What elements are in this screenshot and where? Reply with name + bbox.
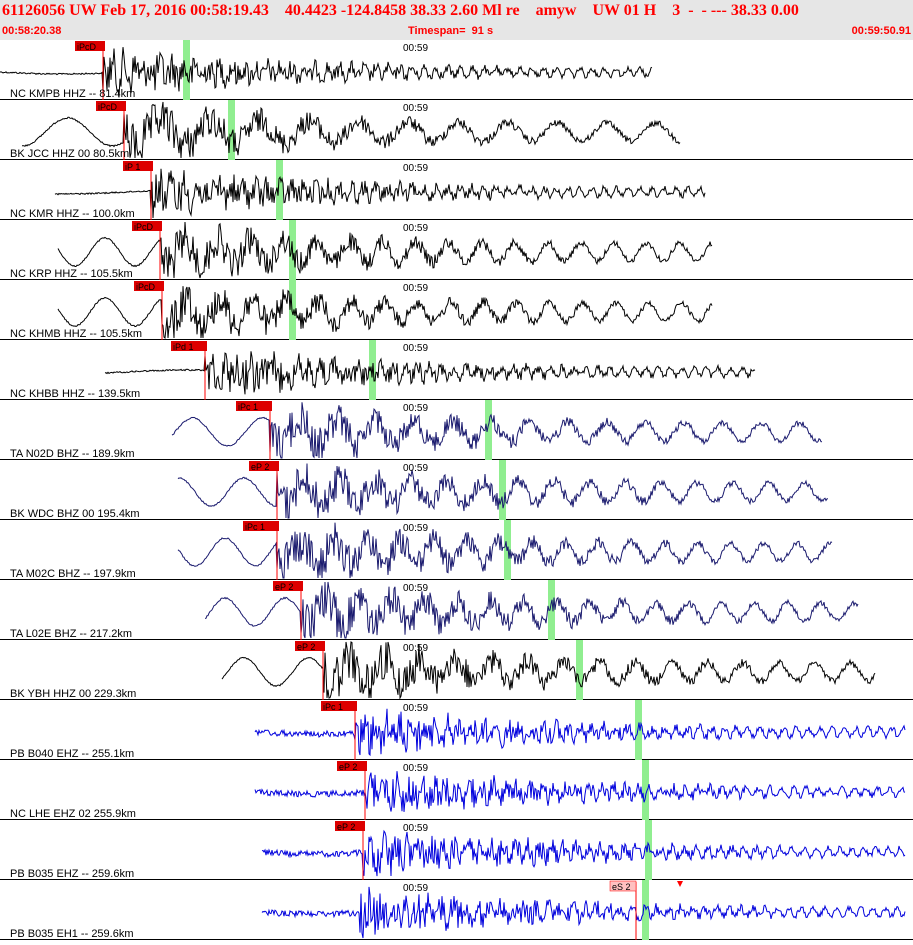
waveform-trace [254,708,906,757]
station-label: TA L02E BHZ -- 217.2km [10,628,132,640]
pick-box [337,761,367,771]
pick-label: iPc 1 [238,402,258,412]
pick-label: iPcD [77,42,97,52]
minute-label: 00:59 [403,283,428,294]
pick-box [249,461,279,471]
pick-box [123,161,153,171]
phase-marker [642,760,649,820]
phase-marker [635,700,642,760]
minute-label: 00:59 [403,163,428,174]
waveform-trace [261,886,906,939]
pick-label: iP 1 [125,162,140,172]
end-time: 00:59:50.91 [851,25,911,37]
pick-label: eP 2 [275,582,293,592]
pick-box [236,401,272,411]
phase-marker [548,580,555,640]
minute-label: 00:59 [403,643,428,654]
waveform-trace [221,641,876,700]
pick-box [335,821,365,831]
station-label: NC KHBB HHZ -- 139.5km [10,388,140,400]
waveform-trace [177,463,829,519]
pick-box [295,641,325,651]
minute-label: 00:59 [403,403,428,414]
phase-marker [228,100,235,160]
station-label: TA M02C BHZ -- 197.9km [10,568,136,580]
pick-box [273,581,303,591]
waveform-trace [204,581,859,639]
waveform-trace [57,221,713,279]
phase-marker [276,160,283,220]
amplitude-marker [677,881,683,887]
station-label: PB B035 EH1 -- 259.6km [10,928,134,940]
waveform-trace [22,101,681,159]
station-label: BK YBH HHZ 00 229.3km [10,688,136,700]
station-label: NC LHE EHZ 02 255.9km [10,808,136,820]
phase-marker [183,40,190,100]
station-label: NC KHMB HHZ -- 105.5km [10,328,142,340]
s-pick-box [609,880,637,892]
seismogram-panel[interactable]: iPcD 00:59 NC KMPB HHZ -- 81.4km iPcD 00:59 B… [0,40,913,940]
pick-box [96,101,126,111]
phase-marker [645,820,652,880]
station-label: BK JCC HHZ 00 80.5km [10,148,129,160]
pick-label: eP 2 [297,642,315,652]
pick-label: iPd 1 [173,342,194,352]
minute-label: 00:59 [403,43,428,54]
minute-label: 00:59 [403,223,428,234]
event-header: 61126056 UW Feb 17, 2016 00:58:19.43 40.… [0,0,913,40]
waveform-trace [104,351,756,395]
pick-box [243,521,279,531]
minute-label: 00:59 [403,523,428,534]
pick-box [132,221,162,231]
waveform-trace [54,168,706,219]
pick-label: eP 2 [251,462,269,472]
waveform-trace [177,522,833,579]
pick-box [75,41,105,51]
waveform-trace [0,47,653,98]
minute-label: 00:59 [403,703,428,714]
start-time: 00:58:20.38 [2,25,62,37]
pick-label: iPcD [136,282,156,292]
pick-label: eP 2 [339,762,357,772]
waveform-trace [261,829,906,877]
pick-label: iPc 1 [323,702,343,712]
phase-marker [485,400,492,460]
station-label: NC KRP HHZ -- 105.5km [10,268,133,280]
pick-label: iPcD [98,102,118,112]
minute-label: 00:59 [403,823,428,834]
pick-box [321,701,357,711]
event-title: 61126056 UW Feb 17, 2016 00:58:19.43 40.… [2,2,799,19]
pick-label: iPcD [134,222,154,232]
phase-marker [499,460,506,520]
minute-label: 00:59 [403,883,428,894]
waveform-trace [171,402,823,459]
minute-label: 00:59 [403,103,428,114]
minute-label: 00:59 [403,463,428,474]
station-label: TA N02D BHZ -- 189.9km [10,448,135,460]
station-label: PB B035 EHZ -- 259.6km [10,868,134,880]
phase-marker [642,880,649,940]
station-label: NC KMR HHZ -- 100.0km [10,208,135,220]
station-label: BK WDC BHZ 00 195.4km [10,508,140,520]
seismogram-svg[interactable]: iPcD 00:59 NC KMPB HHZ -- 81.4km iPcD 00:59 B… [0,40,913,940]
minute-label: 00:59 [403,763,428,774]
phase-marker [576,640,583,700]
pick-label: iPc 1 [245,522,265,532]
station-label: NC KMPB HHZ -- 81.4km [10,88,135,100]
station-label: PB B040 EHZ -- 255.1km [10,748,134,760]
pick-label: eP 2 [337,822,355,832]
pick-box [134,281,164,291]
s-pick-label: eS 2 [612,882,631,892]
waveform-trace [57,286,713,340]
pick-box [171,341,207,351]
phase-marker [289,280,296,340]
timespan-label: Timespan= 91 s [408,25,494,37]
minute-label: 00:59 [403,583,428,594]
minute-label: 00:59 [403,343,428,354]
waveform-trace [254,771,906,812]
